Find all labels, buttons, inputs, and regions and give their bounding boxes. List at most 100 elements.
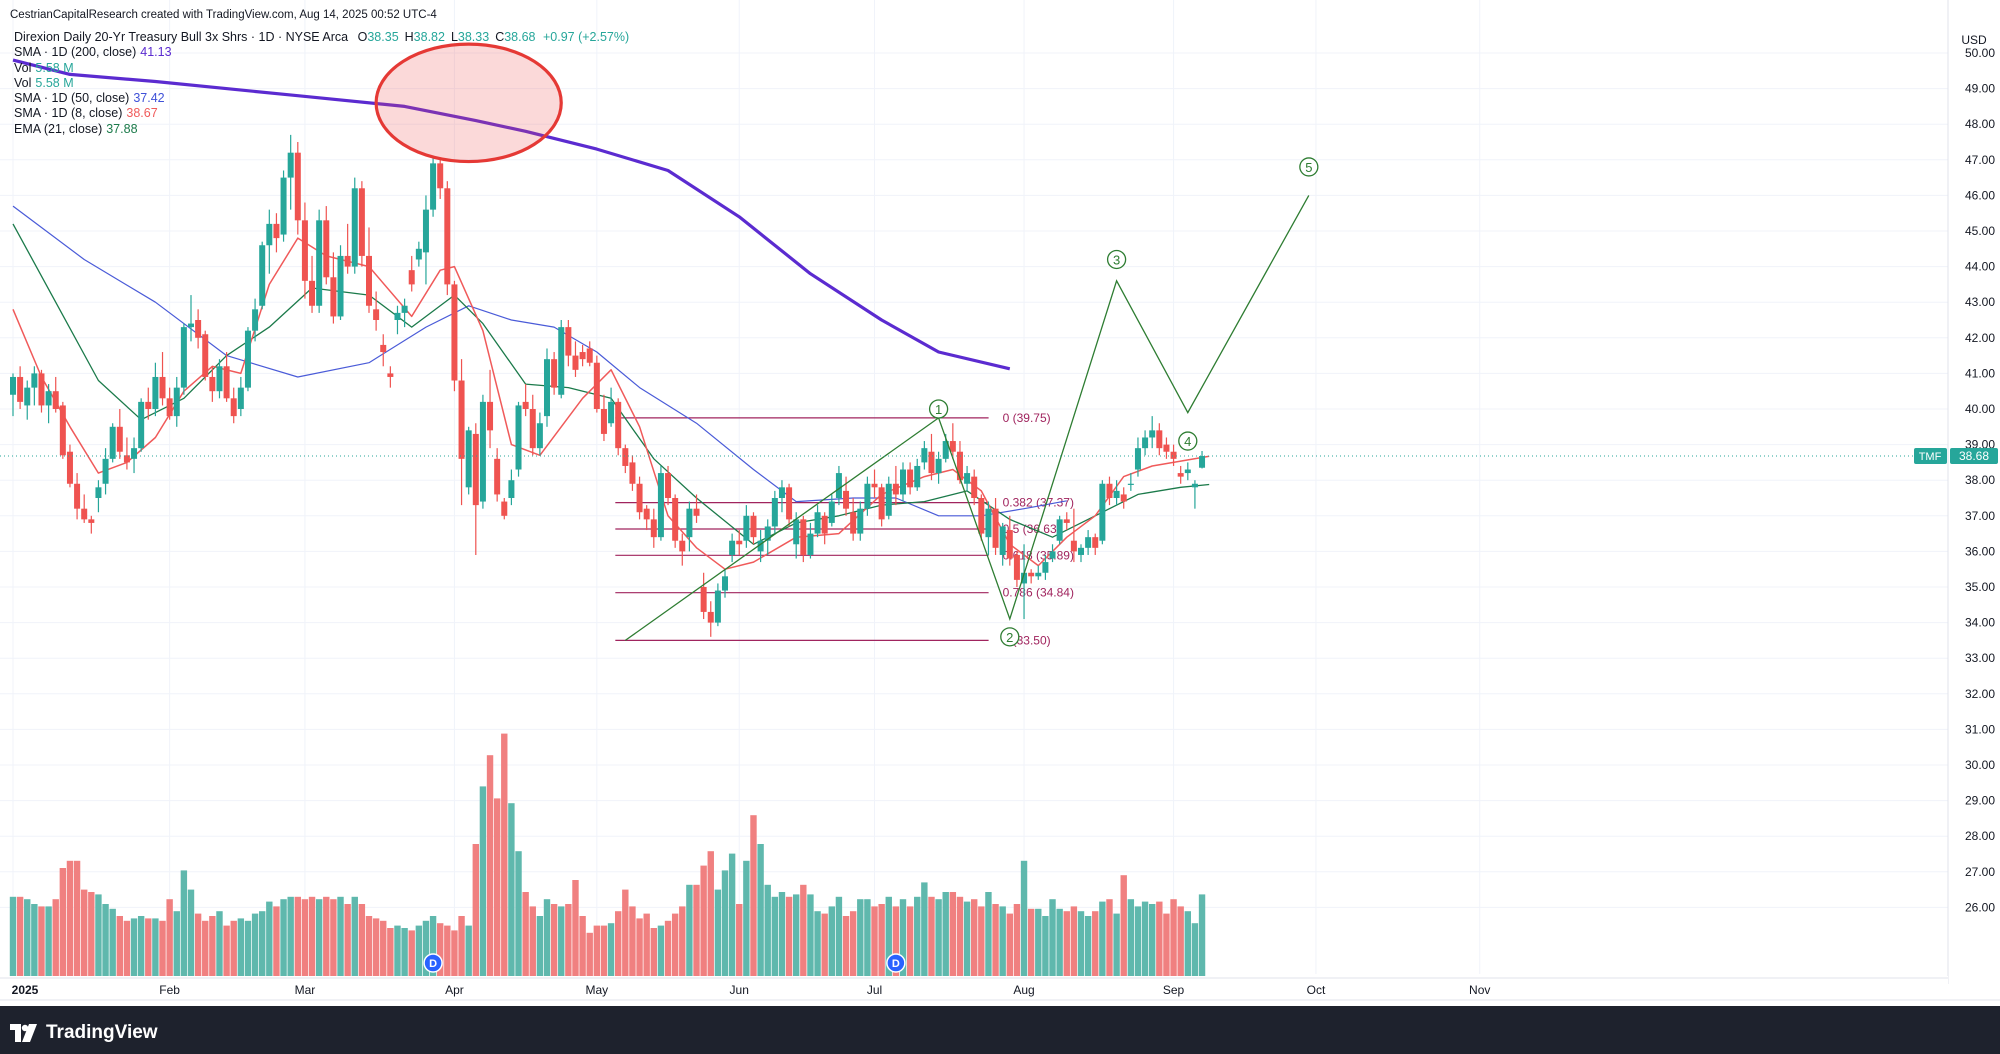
candle-body[interactable] bbox=[145, 401, 152, 409]
candle-body[interactable] bbox=[301, 220, 308, 281]
candle-body[interactable] bbox=[622, 448, 629, 466]
candle-body[interactable] bbox=[216, 366, 223, 392]
candle-body[interactable] bbox=[501, 501, 508, 516]
annotations[interactable]: 1 2 3 4 5 D D bbox=[374, 42, 1319, 973]
candle-body[interactable] bbox=[244, 330, 251, 388]
candle-body[interactable] bbox=[778, 487, 785, 498]
legend-title-row[interactable]: Direxion Daily 20-Yr Treasury Bull 3x Sh… bbox=[14, 30, 629, 45]
elliott-wave-path[interactable] bbox=[624, 195, 1310, 641]
candle-body[interactable] bbox=[650, 519, 657, 538]
candle-body[interactable] bbox=[95, 487, 102, 498]
candle-body[interactable] bbox=[608, 401, 615, 424]
candle-body[interactable] bbox=[1127, 483, 1134, 485]
candle-body[interactable] bbox=[835, 473, 842, 498]
candle-body[interactable] bbox=[1078, 547, 1084, 555]
candle-body[interactable] bbox=[736, 540, 743, 545]
candle-body[interactable] bbox=[857, 508, 864, 534]
candle-body[interactable] bbox=[693, 508, 700, 516]
candle-body[interactable] bbox=[586, 348, 593, 363]
candle-body[interactable] bbox=[750, 515, 757, 538]
candle-body[interactable] bbox=[1170, 451, 1177, 459]
candle-body[interactable] bbox=[764, 526, 771, 541]
candle-body[interactable] bbox=[700, 587, 707, 612]
candle-body[interactable] bbox=[636, 483, 643, 513]
candle-body[interactable] bbox=[558, 327, 565, 395]
candle-body[interactable] bbox=[202, 334, 209, 377]
candle-body[interactable] bbox=[408, 270, 415, 285]
candle-body[interactable] bbox=[593, 362, 600, 409]
candle-body[interactable] bbox=[722, 576, 728, 591]
candle-body[interactable] bbox=[757, 540, 764, 552]
candle-body[interactable] bbox=[992, 508, 999, 548]
candle-body[interactable] bbox=[800, 519, 807, 555]
candle-body[interactable] bbox=[1199, 455, 1206, 468]
candle-body[interactable] bbox=[337, 255, 344, 317]
candle-body[interactable] bbox=[1021, 572, 1028, 584]
candle-body[interactable] bbox=[494, 458, 501, 495]
candle-body[interactable] bbox=[344, 255, 351, 267]
candle-body[interactable] bbox=[1149, 430, 1156, 438]
candle-body[interactable] bbox=[166, 398, 173, 417]
candle-body[interactable] bbox=[430, 163, 437, 210]
candle-body[interactable] bbox=[1028, 572, 1035, 577]
candle-body[interactable] bbox=[928, 451, 935, 474]
candle-body[interactable] bbox=[66, 451, 73, 484]
candle-body[interactable] bbox=[914, 465, 921, 488]
candle-body[interactable] bbox=[159, 376, 166, 399]
candle-body[interactable] bbox=[88, 519, 95, 523]
candle-body[interactable] bbox=[266, 223, 273, 246]
candle-body[interactable] bbox=[536, 423, 543, 449]
candle-body[interactable] bbox=[1134, 448, 1141, 470]
wave-label-4[interactable]: 4 bbox=[1178, 431, 1198, 451]
wave-label-1[interactable]: 1 bbox=[928, 399, 949, 419]
candle-body[interactable] bbox=[1049, 551, 1056, 559]
candle-body[interactable] bbox=[401, 305, 408, 313]
candle-body[interactable] bbox=[821, 515, 828, 534]
candle-body[interactable] bbox=[942, 441, 949, 459]
candle-body[interactable] bbox=[1120, 494, 1127, 502]
candle-body[interactable] bbox=[1085, 537, 1092, 548]
chart-area[interactable]: 0 (39.75)0.382 (37.37)0.5 (36.63)0.618 (… bbox=[0, 0, 2000, 1006]
candle-body[interactable] bbox=[657, 473, 664, 538]
candle-body[interactable] bbox=[743, 515, 750, 541]
candle-body[interactable] bbox=[522, 401, 529, 409]
candle-body[interactable] bbox=[38, 373, 45, 406]
tradingview-logo[interactable]: TradingView bbox=[10, 1022, 158, 1044]
candle-body[interactable] bbox=[1063, 519, 1070, 523]
candle-body[interactable] bbox=[985, 508, 992, 538]
candle-body[interactable] bbox=[672, 498, 679, 541]
candle-body[interactable] bbox=[1006, 530, 1013, 559]
candle-body[interactable] bbox=[472, 433, 479, 506]
legend-indicator-row[interactable]: Vol 5.58 M bbox=[14, 61, 629, 76]
candle-body[interactable] bbox=[850, 512, 857, 534]
candle-body[interactable] bbox=[52, 391, 59, 409]
candle-body[interactable] bbox=[394, 312, 401, 320]
candle-body[interactable] bbox=[871, 483, 878, 488]
candle-body[interactable] bbox=[358, 188, 365, 256]
candle-body[interactable] bbox=[843, 490, 850, 509]
candle-body[interactable] bbox=[935, 458, 942, 474]
candle-body[interactable] bbox=[330, 277, 337, 317]
candle-body[interactable] bbox=[771, 498, 778, 527]
candle-body[interactable] bbox=[529, 409, 536, 449]
candle-body[interactable] bbox=[31, 373, 38, 388]
candle-body[interactable] bbox=[287, 152, 294, 178]
candle-body[interactable] bbox=[956, 451, 963, 481]
candle-body[interactable] bbox=[380, 344, 387, 353]
candle-body[interactable] bbox=[878, 487, 885, 520]
candle-body[interactable] bbox=[1042, 562, 1049, 573]
candle-body[interactable] bbox=[309, 280, 316, 306]
candle-body[interactable] bbox=[1156, 430, 1163, 449]
candle-body[interactable] bbox=[679, 540, 686, 552]
candle-body[interactable] bbox=[600, 409, 607, 434]
indicator-legend[interactable]: Direxion Daily 20-Yr Treasury Bull 3x Sh… bbox=[14, 30, 629, 137]
candle-body[interactable] bbox=[138, 401, 145, 449]
candle-body[interactable] bbox=[1106, 483, 1113, 498]
candle-body[interactable] bbox=[1013, 554, 1020, 580]
candle-body[interactable] bbox=[195, 320, 202, 338]
candle-body[interactable] bbox=[373, 309, 380, 320]
candle-body[interactable] bbox=[707, 611, 714, 623]
candle-body[interactable] bbox=[152, 376, 159, 409]
candle-body[interactable] bbox=[387, 373, 394, 377]
dividend-marker[interactable]: D bbox=[423, 953, 443, 973]
